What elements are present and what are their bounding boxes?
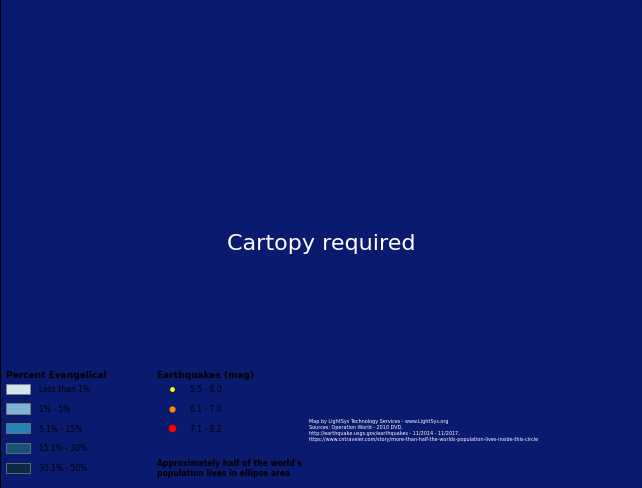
Text: 15.1% - 30%: 15.1% - 30%: [39, 444, 87, 452]
Bar: [6, 463, 30, 473]
Text: 6.1 - 7.0: 6.1 - 7.0: [190, 404, 221, 413]
Text: 1% - 5%: 1% - 5%: [39, 404, 71, 413]
Text: Percent Evangelical: Percent Evangelical: [6, 370, 107, 379]
Point: [167, 385, 177, 393]
Text: Less than 1%: Less than 1%: [39, 385, 91, 393]
Text: Approximately half of the world's
population lives in ellipse area: Approximately half of the world's popula…: [157, 458, 302, 477]
Bar: [6, 443, 30, 453]
Text: 7.1 - 8.2: 7.1 - 8.2: [190, 424, 221, 433]
Text: Earthquakes (mag): Earthquakes (mag): [157, 370, 254, 379]
Text: Map by LightSys Technology Services - www.LightSys.org
Sources: Operation World : Map by LightSys Technology Services - ww…: [309, 419, 539, 441]
Bar: [6, 423, 30, 433]
Point: [167, 405, 177, 413]
Bar: [6, 404, 30, 414]
Point: [167, 425, 177, 432]
Text: 5.1% - 15%: 5.1% - 15%: [39, 424, 83, 433]
Text: Cartopy required: Cartopy required: [227, 234, 415, 254]
Text: 30.1% - 50%: 30.1% - 50%: [39, 463, 87, 472]
Bar: [6, 384, 30, 394]
Text: 5.5 - 6.0: 5.5 - 6.0: [190, 385, 222, 393]
